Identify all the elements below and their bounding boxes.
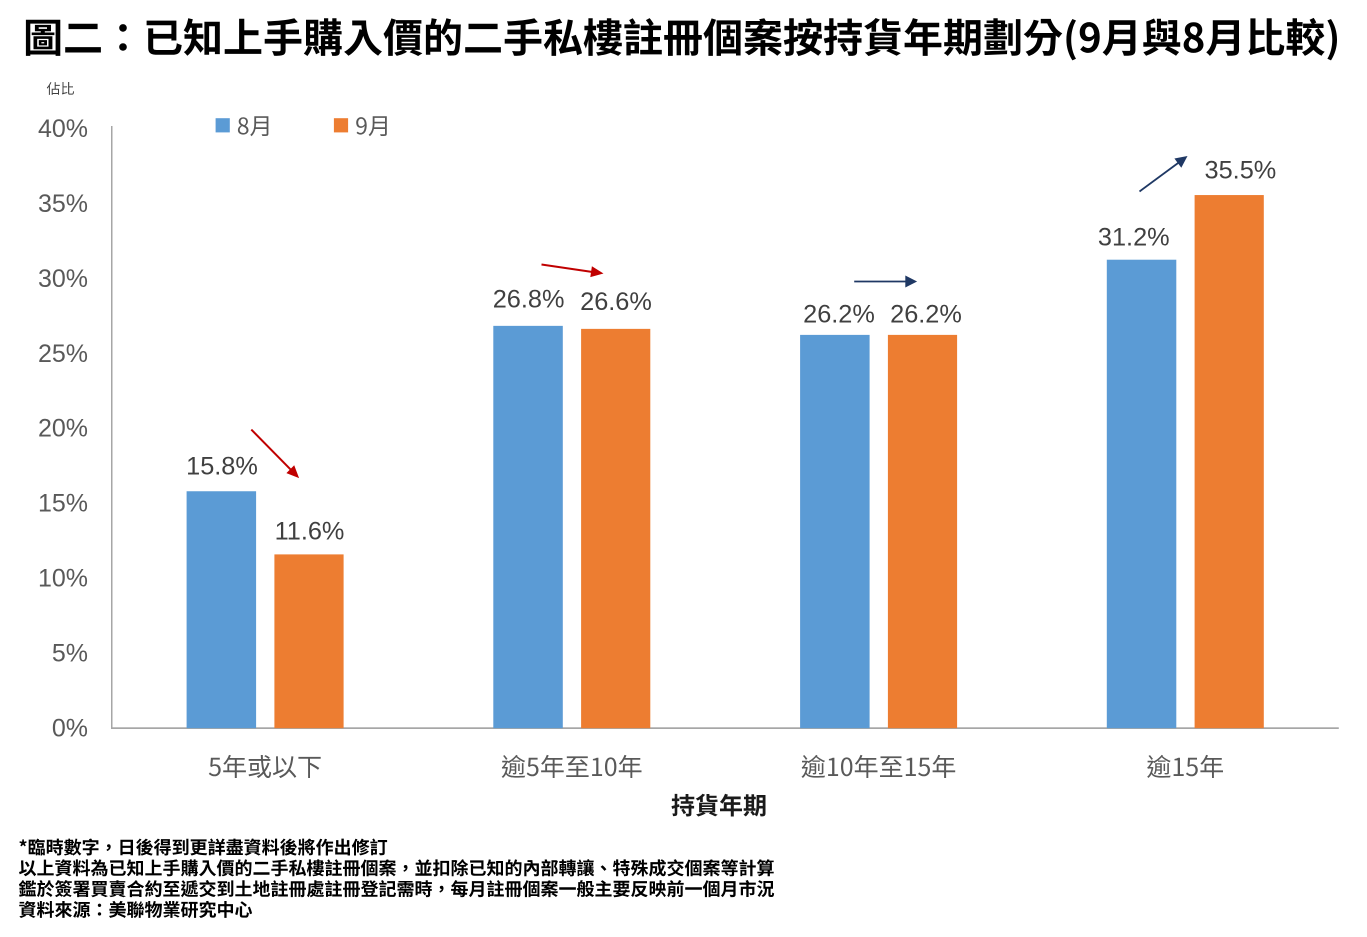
svg-text:15.8%: 15.8% bbox=[186, 452, 258, 480]
svg-text:5%: 5% bbox=[52, 640, 88, 668]
svg-text:40%: 40% bbox=[38, 115, 88, 143]
svg-text:10%: 10% bbox=[38, 565, 88, 593]
svg-text:26.2%: 26.2% bbox=[803, 300, 875, 328]
svg-text:0%: 0% bbox=[52, 715, 88, 743]
svg-text:15%: 15% bbox=[38, 490, 88, 518]
svg-text:25%: 25% bbox=[38, 340, 88, 368]
svg-text:26.8%: 26.8% bbox=[493, 286, 565, 314]
svg-text:30%: 30% bbox=[38, 265, 88, 293]
svg-text:11.6%: 11.6% bbox=[275, 517, 345, 545]
svg-text:26.2%: 26.2% bbox=[890, 300, 962, 328]
svg-text:35.5%: 35.5% bbox=[1205, 157, 1277, 185]
svg-text:31.2%: 31.2% bbox=[1098, 224, 1170, 252]
svg-text:26.6%: 26.6% bbox=[580, 288, 652, 316]
svg-text:20%: 20% bbox=[38, 415, 88, 443]
svg-text:35%: 35% bbox=[38, 190, 88, 218]
